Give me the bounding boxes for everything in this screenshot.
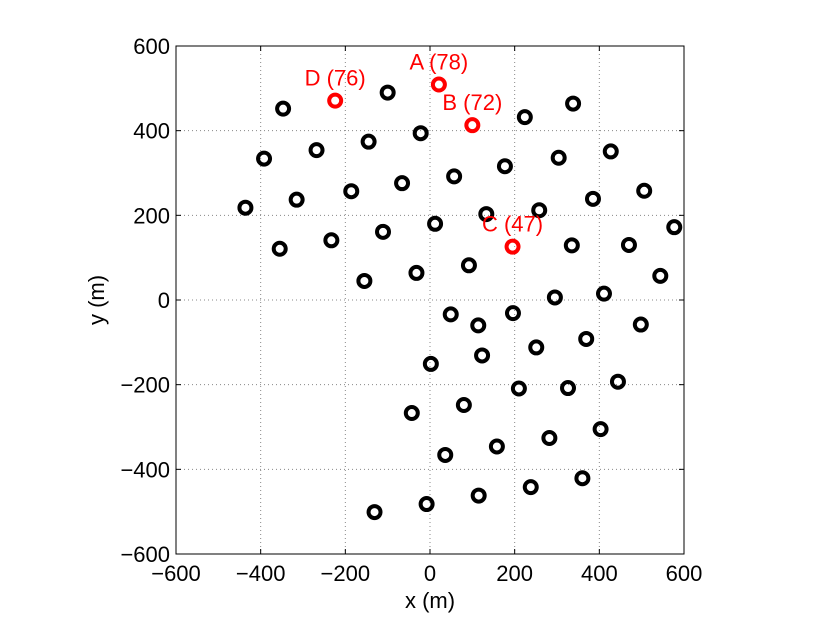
x-axis-label: x (m)	[405, 588, 455, 613]
data-point	[470, 487, 487, 504]
data-point	[237, 199, 254, 216]
point-labels: A (78) B (72) C (47) D (76)	[305, 50, 544, 237]
data-point	[516, 109, 533, 126]
data-point	[546, 289, 563, 306]
data-point	[343, 183, 360, 200]
y-axis-label: y (m)	[84, 275, 109, 325]
data-point	[578, 330, 595, 347]
data-point	[408, 264, 425, 281]
data-point	[510, 380, 527, 397]
highlight-point	[464, 117, 481, 134]
data-point	[550, 149, 567, 166]
data-point	[595, 285, 612, 302]
data-point	[422, 355, 439, 372]
data-point	[356, 272, 373, 289]
x-tick-label: −400	[236, 561, 286, 586]
point-label: D (76)	[305, 66, 366, 91]
data-point	[632, 316, 649, 333]
data-point	[455, 396, 472, 413]
data-point	[308, 142, 325, 159]
data-point	[375, 223, 392, 240]
data-point	[666, 219, 683, 236]
data-point	[504, 305, 521, 322]
point-label: C (47)	[482, 212, 543, 237]
data-point	[652, 267, 669, 284]
data-point	[323, 232, 340, 249]
data-point	[565, 95, 582, 112]
data-point	[288, 191, 305, 208]
data-point	[584, 190, 601, 207]
data-point	[256, 150, 273, 167]
y-tick-label: 400	[133, 119, 170, 144]
data-point	[541, 430, 558, 447]
x-tick-label: −200	[321, 561, 371, 586]
axis-ticks: −600 −400 −200 0 200 400 600 −600 −400 −200 0 200 40…	[120, 34, 702, 586]
data-point	[592, 421, 609, 438]
y-tick-label: 0	[158, 288, 170, 313]
data-point	[528, 339, 545, 356]
data-point	[560, 380, 577, 397]
data-point	[275, 100, 292, 117]
x-tick-label: 200	[496, 561, 533, 586]
x-tick-label: −600	[151, 561, 201, 586]
highlight-point	[504, 238, 521, 255]
data-point	[609, 373, 626, 390]
data-point	[394, 175, 411, 192]
y-tick-label: −200	[120, 373, 170, 398]
data-point	[446, 168, 463, 185]
data-point	[437, 446, 454, 463]
data-point	[636, 182, 653, 199]
data-point	[474, 347, 491, 364]
data-point	[470, 317, 487, 334]
data-point	[412, 125, 429, 142]
data-point	[478, 206, 495, 223]
y-tick-label: −600	[120, 542, 170, 567]
y-tick-label: 200	[133, 203, 170, 228]
data-point	[460, 257, 477, 274]
x-tick-label: 400	[581, 561, 618, 586]
grid	[176, 46, 684, 554]
y-tick-label: −400	[120, 457, 170, 482]
data-point	[496, 158, 513, 175]
point-label: B (72)	[442, 90, 502, 115]
data-point	[488, 438, 505, 455]
data-point	[531, 202, 548, 219]
data-point	[360, 133, 377, 150]
data-point	[522, 479, 539, 496]
y-tick-label: 600	[133, 34, 170, 59]
highlight-point	[327, 92, 344, 109]
data-point	[418, 496, 435, 513]
data-point	[366, 504, 383, 521]
data-point	[403, 405, 420, 422]
x-tick-label: 0	[424, 561, 436, 586]
highlight-point	[430, 76, 447, 93]
data-point	[427, 215, 444, 232]
data-point	[574, 470, 591, 487]
data-point	[602, 143, 619, 160]
data-point	[620, 236, 637, 253]
point-label: A (78)	[410, 50, 469, 75]
data-point	[271, 240, 288, 257]
data-point	[563, 237, 580, 254]
data-points	[237, 76, 683, 521]
x-tick-label: 600	[666, 561, 703, 586]
data-point	[442, 306, 459, 323]
data-point	[379, 84, 396, 101]
